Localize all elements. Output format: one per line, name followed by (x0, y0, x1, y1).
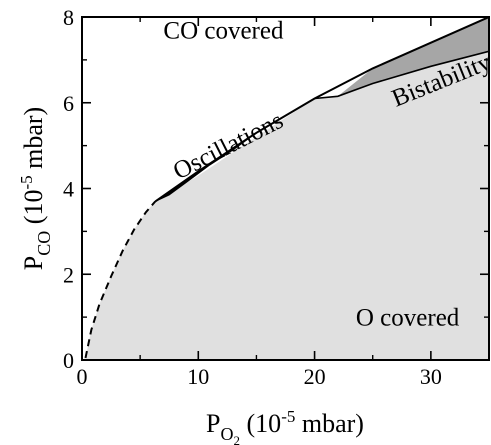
plot-area (82, 17, 489, 360)
y-tick-label: 2 (63, 262, 74, 287)
boundary-lower-line (314, 50, 489, 100)
y-tick-label: 0 (63, 348, 74, 373)
x-axis-label: PO2 (10-5 mbar) (206, 407, 364, 445)
y-axis-label-group: PCO (10-5 mbar) (17, 107, 54, 270)
y-axis-label: PCO (10-5 mbar) (17, 107, 54, 270)
x-tick-label: 0 (77, 364, 88, 389)
y-tick-label: 8 (63, 5, 74, 30)
y-tick-label: 4 (63, 177, 74, 202)
region-bistability (337, 17, 489, 97)
axes: 0 10 20 30 0 2 4 6 8 PO2 (10-5 mbar) PCO (10-5 mba… (17, 5, 490, 445)
x-tick-label: 20 (304, 364, 326, 389)
region-label-co-covered: CO covered (163, 17, 284, 44)
y-tick-label: 6 (63, 91, 74, 116)
boundary-dashed-line (84, 200, 157, 359)
region-label-o-covered: O covered (356, 305, 460, 332)
x-tick-label: 10 (187, 364, 209, 389)
region-o-covered (82, 51, 489, 360)
x-tick-label: 30 (420, 364, 442, 389)
